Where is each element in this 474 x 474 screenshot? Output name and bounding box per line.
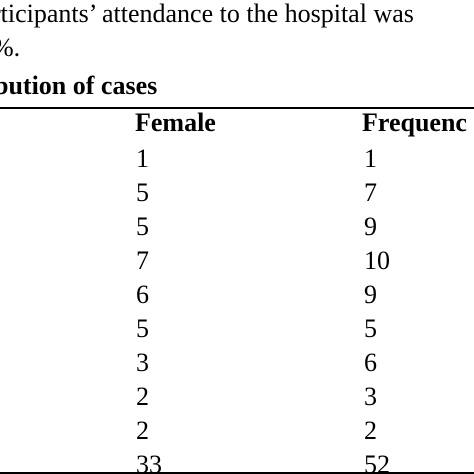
table-row: 7 10	[0, 247, 474, 281]
female-cell: 2	[136, 416, 149, 445]
frequency-total-cell: 52	[364, 450, 390, 474]
frequency-cell: 6	[364, 348, 377, 377]
table-row: 2 3	[0, 383, 474, 417]
female-cell: 5	[136, 212, 149, 241]
female-cell: 7	[136, 246, 149, 275]
frequency-cell: 3	[364, 382, 377, 411]
female-cell: 5	[136, 178, 149, 207]
frequency-cell: 9	[364, 212, 377, 241]
frequency-cell: 10	[364, 246, 390, 275]
table-row: 2 2	[0, 417, 474, 451]
table-body: 1 1 5 7 5 9 7 10 6 9 5 5 3 6 2 3	[0, 145, 474, 474]
female-cell: 6	[136, 280, 149, 309]
table-bottom-rule	[0, 472, 474, 474]
table-top-rule	[0, 107, 474, 109]
frequency-cell: 9	[364, 280, 377, 309]
frequency-cell: 7	[364, 178, 377, 207]
body-text-line-2: %.	[0, 33, 21, 62]
female-cell: 1	[136, 144, 149, 173]
table-caption: bution of cases	[0, 71, 158, 100]
column-header-frequency: Frequenc	[362, 108, 467, 137]
table-row: 1 1	[0, 145, 474, 179]
frequency-cell: 2	[364, 416, 377, 445]
table-row: 5 5	[0, 315, 474, 349]
female-total-cell: 33	[136, 450, 162, 474]
table-row: 5 7	[0, 179, 474, 213]
table-row: 3 6	[0, 349, 474, 383]
table-row: 6 9	[0, 281, 474, 315]
female-cell: 5	[136, 314, 149, 343]
body-text-line-1: rticipants’ attendance to the hospital w…	[0, 0, 414, 28]
column-header-female: Female	[135, 108, 216, 137]
table-row: 5 9	[0, 213, 474, 247]
frequency-cell: 1	[364, 144, 377, 173]
table-row-total: 33 52	[0, 451, 474, 474]
female-cell: 2	[136, 382, 149, 411]
female-cell: 3	[136, 348, 149, 377]
frequency-cell: 5	[364, 314, 377, 343]
